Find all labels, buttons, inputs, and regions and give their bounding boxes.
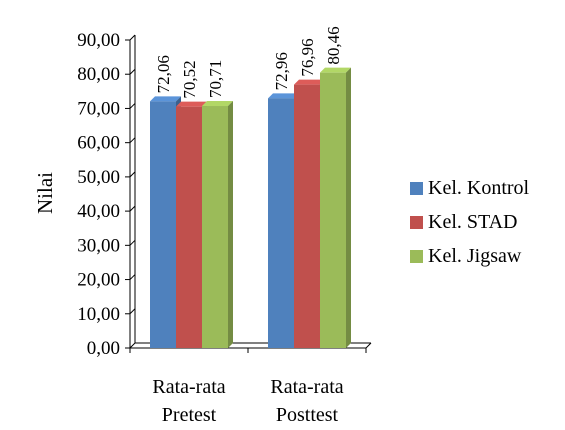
data-label: 72,06 [154, 55, 173, 93]
y-gridline-stub [129, 205, 136, 212]
legend-label: Kel. STAD [428, 211, 518, 233]
bar-top [320, 67, 351, 73]
y-tick-label: 50,00 [77, 167, 120, 188]
y-gridline-stub [129, 103, 136, 109]
x-tick-label: Pretest [162, 404, 217, 426]
y-tick-label: 80,00 [77, 64, 120, 85]
bar [202, 106, 228, 348]
data-label: 70,52 [180, 60, 199, 98]
y-tick-label: 70,00 [77, 98, 120, 119]
y-tick-label: 10,00 [77, 304, 120, 325]
y-gridline-stub [129, 137, 136, 144]
x-tick-label: Posttest [276, 404, 339, 426]
chart-labels: 72,06 70,52 70,71 Rata-rata Pretest 72,96 76,9… [152, 26, 343, 426]
data-label: 70,71 [206, 60, 225, 98]
legend-swatch [410, 216, 423, 229]
legend-swatch [410, 182, 423, 195]
bar-top [268, 93, 299, 99]
bar [320, 72, 346, 348]
x-tick-label: Rata-rata [152, 376, 225, 398]
bar-top [294, 79, 325, 85]
legend-label: Kel. Kontrol [428, 177, 530, 199]
y-tick-label: 90,00 [77, 30, 120, 51]
data-label: 76,96 [298, 38, 317, 76]
bar [268, 98, 294, 348]
bar-top [150, 96, 181, 102]
bar-side [228, 101, 233, 348]
y-tick-label: 40,00 [77, 201, 120, 222]
data-label: 80,46 [324, 26, 343, 64]
legend-label: Kel. Jigsaw [428, 245, 522, 267]
bar [294, 84, 320, 348]
chart-bars [150, 67, 351, 348]
legend-swatch [410, 250, 423, 263]
data-label: 72,96 [272, 52, 291, 90]
y-tick-label: 60,00 [77, 133, 120, 154]
bar-side [346, 67, 351, 348]
y-gridline-stub [129, 342, 136, 349]
bar [150, 101, 176, 348]
chart-axes: 0,00 10,00 20,00 30,00 40,00 50,00 60,00 70,00 8… [77, 30, 372, 359]
bar-top [202, 101, 233, 107]
y-tick-label: 20,00 [77, 270, 120, 291]
bar [176, 106, 202, 348]
bar-top [176, 101, 207, 107]
y-gridline-stub [129, 68, 136, 75]
y-gridline-stub [129, 34, 136, 41]
y-gridline-stub [129, 308, 136, 315]
y-gridline-stub [129, 274, 136, 280]
x-tick-label: Rata-rata [270, 376, 343, 398]
y-tick-label: 30,00 [77, 235, 120, 256]
y-gridline-stub [129, 171, 136, 178]
y-tick-label: 0,00 [87, 338, 120, 359]
y-gridline-stub [129, 239, 136, 246]
y-axis-label: Nilai [33, 172, 57, 214]
floor-right-edge [365, 342, 372, 349]
chart-legend: Kel. Kontrol Kel. STAD Kel. Jigsaw [410, 177, 530, 267]
